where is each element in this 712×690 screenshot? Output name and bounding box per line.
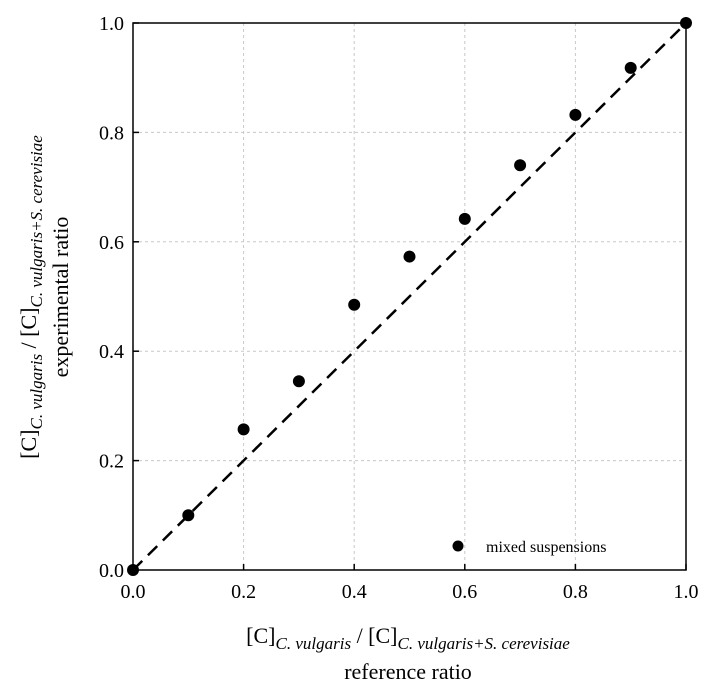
data-point [348, 298, 361, 311]
x-axis-label: [C]C. vulgaris / [C]C. vulgaris+S. cerev… [246, 623, 570, 684]
reference-line [132, 22, 687, 571]
plot-frame [132, 22, 687, 571]
x-tick-label: 0.2 [231, 581, 256, 603]
data-point [569, 108, 582, 121]
y-axis-label-sep: / [C] [16, 307, 41, 353]
y-tick-label: 1.0 [99, 13, 124, 35]
data-point [182, 509, 195, 522]
x-axis-label-sub: C. vulgaris [276, 634, 352, 653]
x-axis-label-sub2: C. vulgaris+S. cerevisiae [398, 634, 571, 653]
x-tick-label: 0.4 [342, 581, 367, 603]
y-tick-label: 0.6 [99, 232, 124, 254]
y-axis-label-line2: experimental ratio [48, 217, 73, 378]
data-points [127, 17, 692, 576]
data-point [458, 212, 471, 225]
y-axis-label-line1: [C]C. vulgaris / [C]C. vulgaris+S. cerev… [16, 135, 46, 459]
x-axis-label-base: [C] [246, 623, 275, 648]
x-axis-label-sep: / [C] [351, 623, 397, 648]
y-tick-label: 0.2 [99, 451, 124, 473]
legend-marker [452, 540, 464, 552]
x-tick-label: 1.0 [674, 581, 699, 603]
y-axis-label-base: [C] [16, 430, 41, 459]
data-point [292, 375, 305, 388]
y-axis-label-sub: C. vulgaris [27, 354, 46, 430]
x-tick-label: 0.8 [563, 581, 588, 603]
data-point [514, 159, 527, 172]
y-tick-label: 0.8 [99, 122, 124, 144]
x-axis-label-line2: reference ratio [344, 659, 472, 684]
x-tick-label: 0.6 [452, 581, 477, 603]
y-tick-label: 0.4 [99, 341, 124, 363]
y-axis-label-sub2: C. vulgaris+S. cerevisiae [27, 135, 46, 308]
data-point [237, 423, 250, 436]
y-axis-label: [C]C. vulgaris / [C]C. vulgaris+S. cerev… [16, 135, 73, 459]
x-axis-label-line1: [C]C. vulgaris / [C]C. vulgaris+S. cerev… [246, 623, 570, 653]
x-tick-label: 0.0 [121, 581, 146, 603]
data-point [624, 61, 637, 74]
data-point [403, 250, 416, 263]
legend: mixed suspensions [452, 539, 606, 556]
legend-label: mixed suspensions [486, 539, 606, 556]
y-tick-label: 0.0 [99, 560, 124, 582]
axis-ticks: 0.0 0.2 0.4 0.6 0.8 1.0 0.0 0.2 0.4 0.6 0.8 1.0 [99, 13, 699, 603]
